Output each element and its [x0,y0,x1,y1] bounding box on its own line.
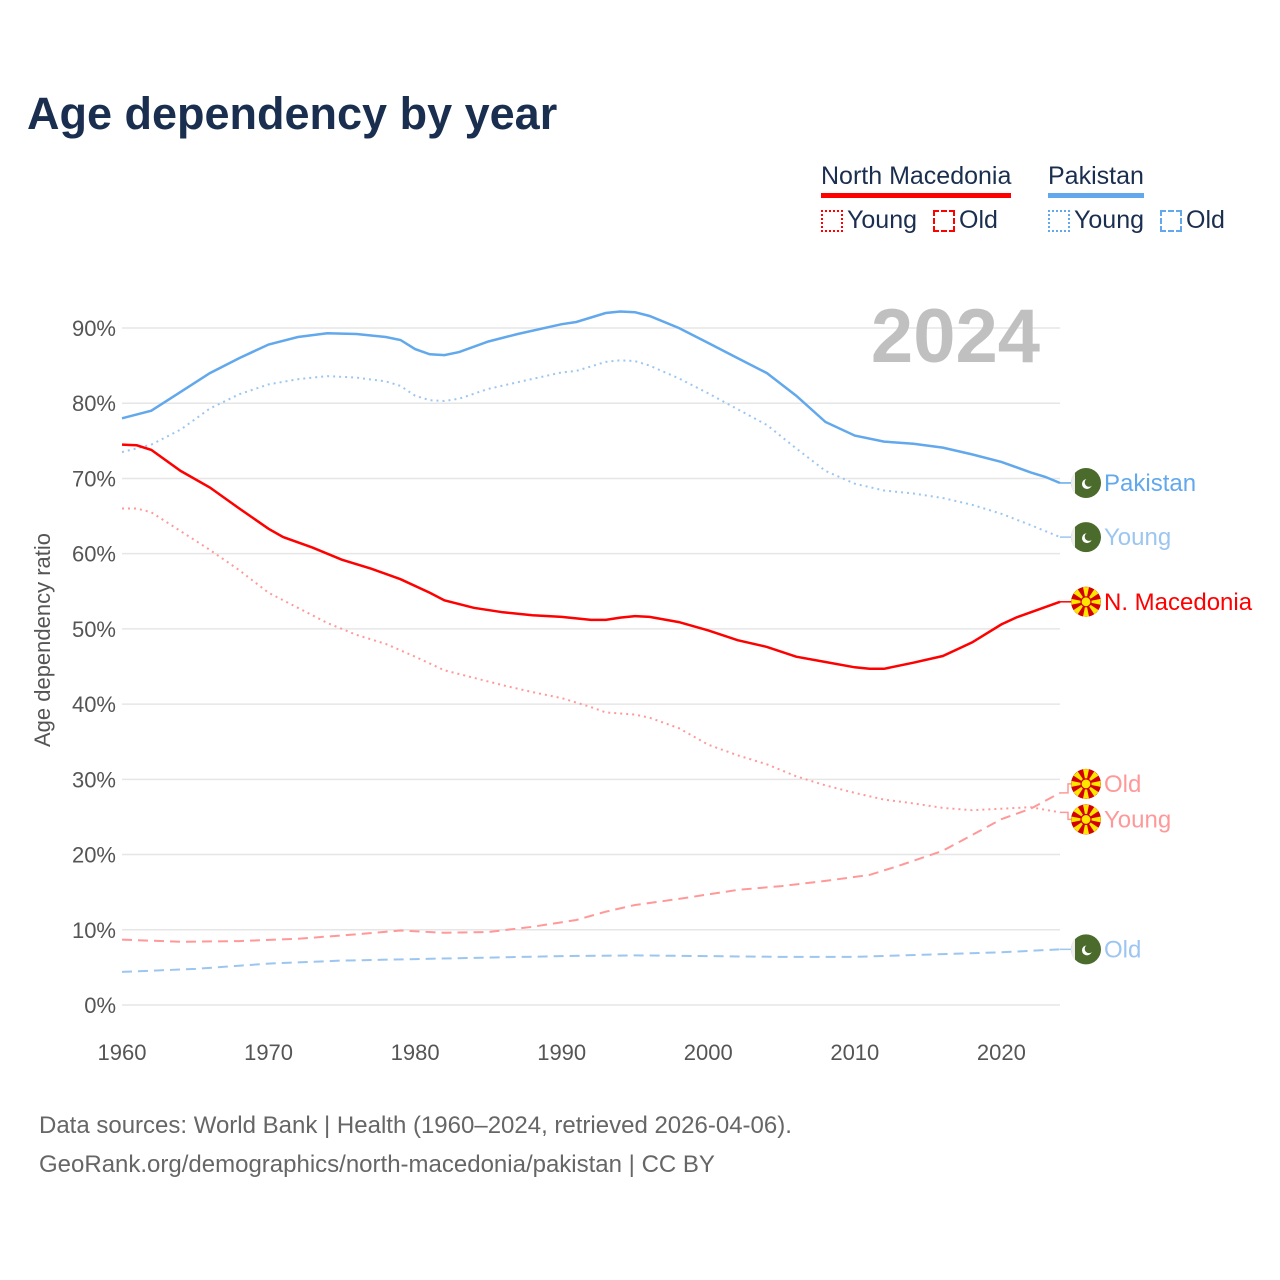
legend-pakistan[interactable]: Pakistan Young Old [1048,162,1225,235]
pakistan-flag-icon [1070,934,1101,965]
year-watermark: 2024 [871,294,1040,379]
leader-line [1060,783,1072,794]
series-line-pakistan-young [121,359,1061,539]
legend-country-label: North Macedonia [821,162,1012,198]
dotted-swatch-icon [821,209,843,232]
y-axis-label: Age dependency ratio [30,533,55,747]
legend-north-macedonia[interactable]: North Macedonia Young Old [821,162,1012,235]
series-line-pakistan [121,310,1061,485]
x-tick-label: 2000 [684,1040,733,1065]
x-tick-label: 1970 [244,1040,293,1065]
legend-item-old[interactable]: Old [1160,206,1225,235]
legend-label: Young [847,206,917,234]
end-label: Old [1104,771,1141,798]
pakistan-flag-icon [1070,522,1101,553]
y-tick-label: 30% [72,767,116,792]
y-tick-label: 40% [72,692,116,717]
x-tick-label: 2020 [977,1040,1026,1065]
end-label: N. Macedonia [1104,589,1253,616]
pakistan-flag-icon [1070,467,1101,498]
north-macedonia-flag-icon [1071,586,1101,617]
y-tick-label: 50% [72,617,116,642]
legend-item-young[interactable]: Young [821,206,917,235]
end-label: Pakistan [1104,470,1196,497]
data-source-text: Data sources: World Bank | Health (1960–… [39,1112,792,1139]
y-tick-label: 20% [72,843,116,868]
series-line-north-macedonia-young [122,507,1061,814]
x-tick-labels: 1960 1970 1980 1990 2000 2010 2020 [98,1040,1026,1065]
y-tick-label: 0% [84,993,116,1018]
end-label: Young [1104,524,1171,551]
y-tick-labels: 0% 10% 20% 30% 40% 50% 60% 70% 80% 90% [72,316,116,1018]
x-tick-label: 1960 [98,1040,147,1065]
north-macedonia-flag-icon [1071,804,1101,835]
legend-label: Old [1186,206,1225,234]
gridlines [122,327,1060,1006]
x-tick-label: 1980 [391,1040,440,1065]
leader-line [1060,811,1072,821]
legend-item-young[interactable]: Young [1048,206,1144,235]
dotted-swatch-icon [1048,209,1070,232]
legend-country-label: Pakistan [1048,162,1144,198]
legend-label: Old [959,206,998,234]
series-line-north-macedonia-old [121,792,1061,943]
chart-title: Age dependency by year [27,88,558,139]
dashed-swatch-icon [933,209,955,232]
x-tick-label: 2010 [830,1040,879,1065]
y-tick-label: 70% [72,466,116,491]
x-tick-label: 1990 [537,1040,586,1065]
legend-label: Young [1074,206,1144,234]
end-label: Young [1104,806,1171,833]
source-url-text: GeoRank.org/demographics/north-macedonia… [39,1151,715,1178]
series-line-pakistan-old [121,948,1061,973]
series-lines [121,310,1061,973]
dashed-swatch-icon [1160,209,1182,232]
y-tick-label: 10% [72,918,116,943]
y-tick-label: 90% [72,316,116,341]
footer: Data sources: World Bank | Health (1960–… [39,1106,792,1184]
legend-item-old[interactable]: Old [933,206,998,235]
north-macedonia-flag-icon [1071,768,1101,799]
series-line-north-macedonia [121,443,1061,671]
y-tick-label: 60% [72,542,116,567]
end-label: Old [1104,936,1141,963]
y-tick-label: 80% [72,391,116,416]
end-labels: Pakistan Young N. Macedonia Old Young Old [1060,467,1253,965]
